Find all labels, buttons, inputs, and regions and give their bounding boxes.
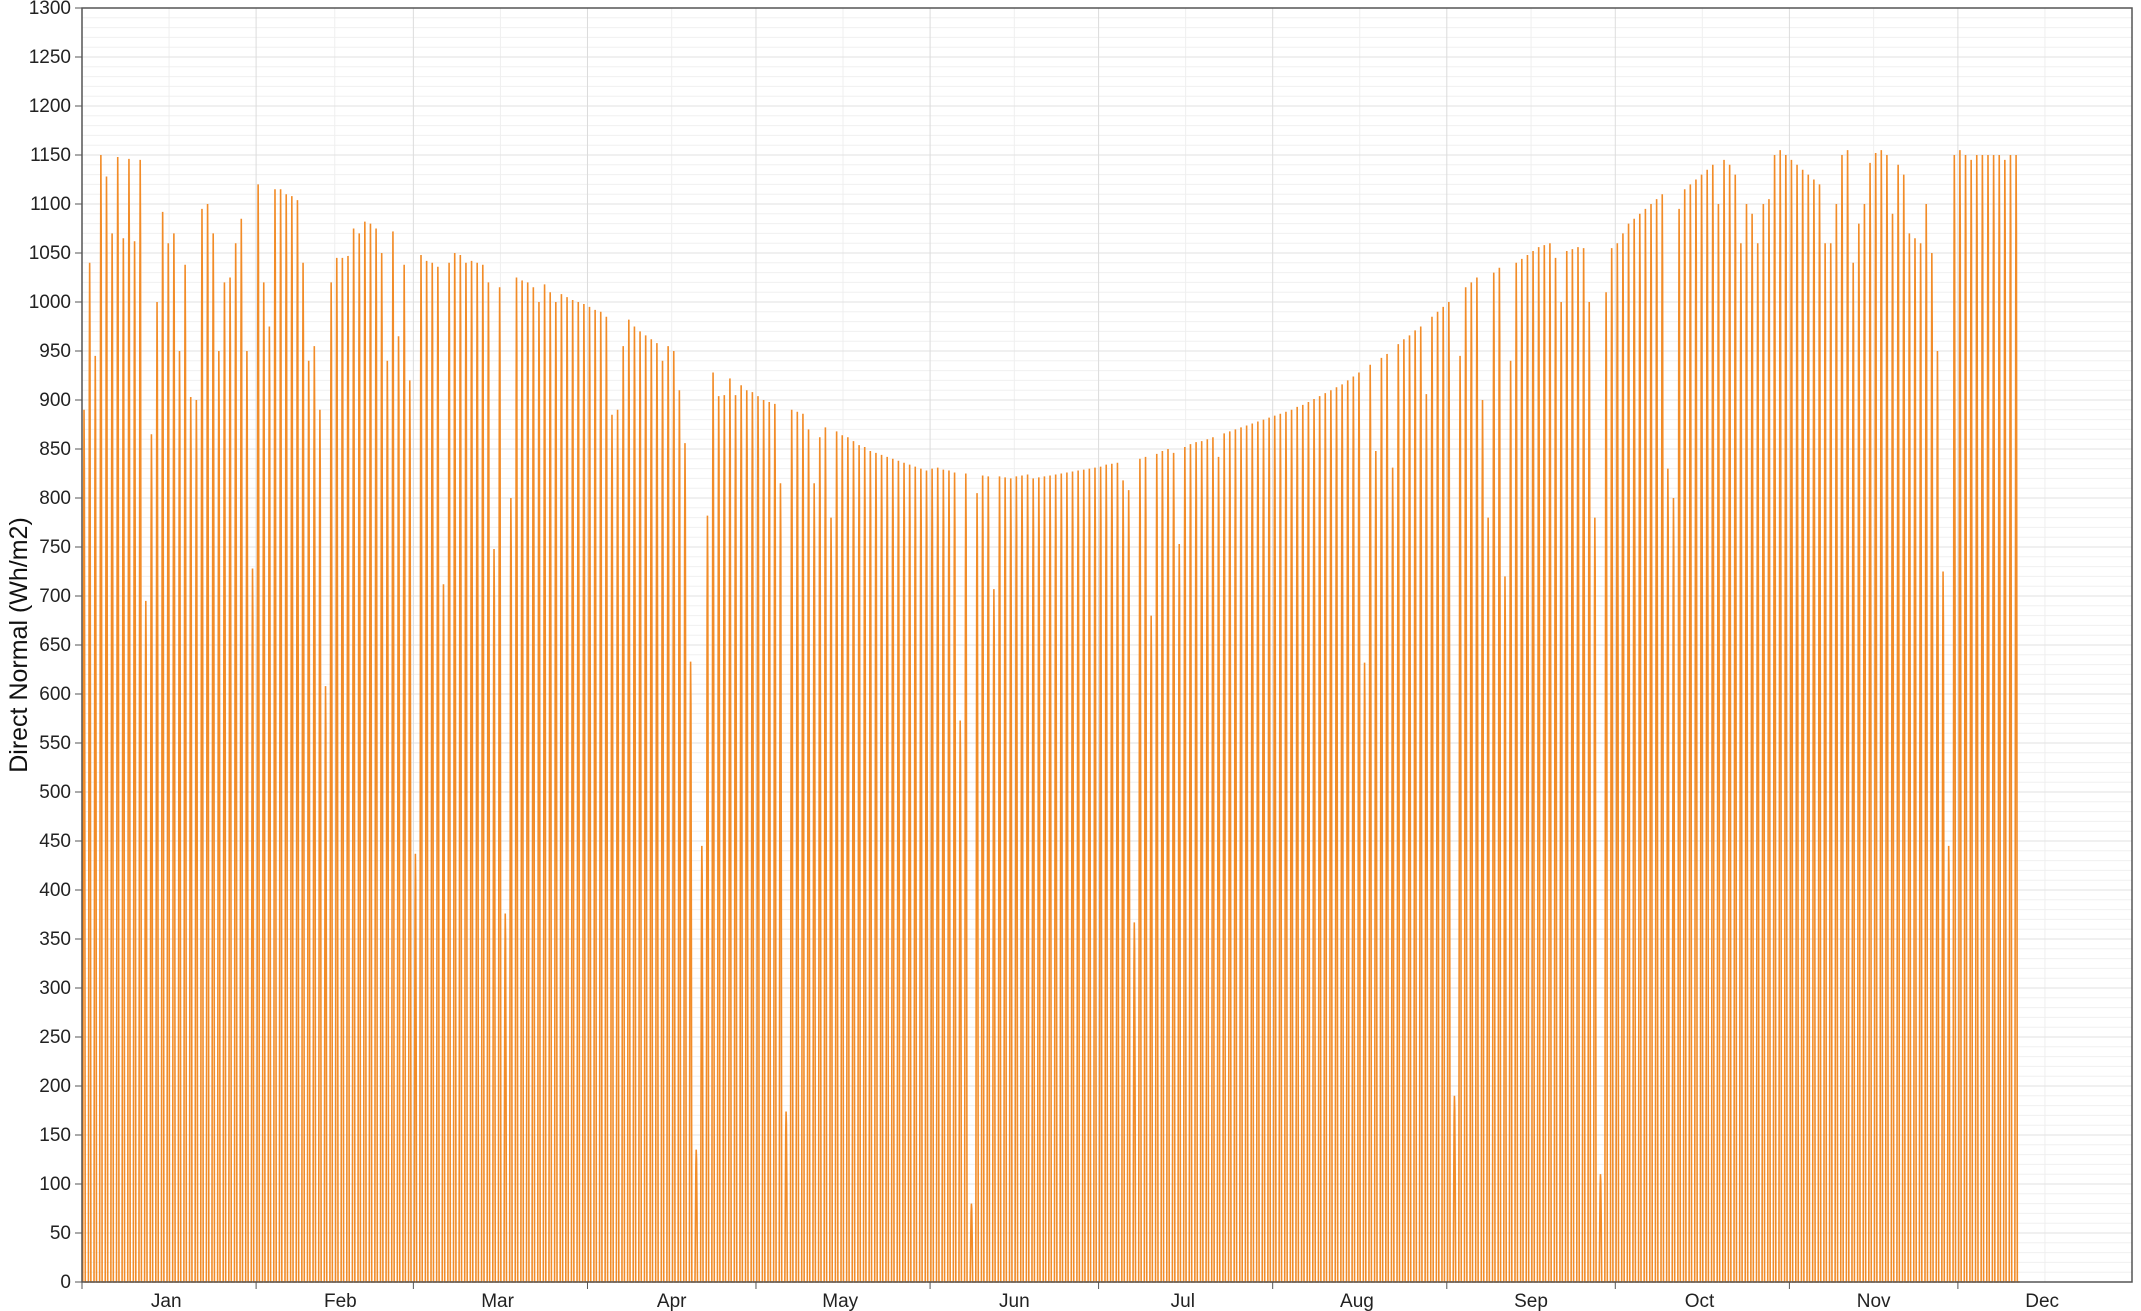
y-tick-label: 550 [39,733,71,754]
y-tick-label: 1000 [29,292,71,313]
x-tick-label: Dec [2025,1291,2059,1311]
y-axis: 0 50 100 150 200 250 300 350 400 450 500 550 600 650 7… [29,0,82,1293]
y-tick-label: 1300 [29,0,71,19]
y-tick-label: 700 [39,586,71,607]
x-tick-label: Aug [1340,1291,1374,1311]
x-tick-label: Apr [657,1291,687,1311]
y-tick-label: 1250 [29,47,71,68]
y-tick-label: 300 [39,978,71,999]
y-tick-label: 650 [39,635,71,656]
x-tick-label: Nov [1857,1291,1891,1311]
y-tick-label: 250 [39,1027,71,1048]
y-tick-label: 50 [50,1223,71,1244]
y-tick-label: 1100 [30,194,71,215]
x-tick-label: Oct [1685,1291,1715,1311]
y-tick-label: 500 [39,782,71,803]
y-tick-label: 600 [39,684,71,705]
y-tick-label: 450 [39,831,71,852]
y-tick-label: 850 [39,439,71,460]
x-tick-label: Jun [999,1291,1030,1311]
x-tick-label: Feb [324,1291,357,1311]
y-tick-label: 750 [39,537,71,558]
y-tick-label: 100 [39,1174,71,1195]
y-tick-label: 950 [39,341,71,362]
y-tick-label: 150 [39,1125,71,1146]
y-tick-label: 1200 [29,96,71,117]
series-line [81,150,2020,1283]
y-tick-label: 1150 [30,145,71,166]
y-axis-title: Direct Normal (Wh/m2) [5,517,33,773]
x-tick-label: Jan [151,1291,182,1311]
x-tick-label: Mar [481,1291,514,1311]
series-layer [81,150,2020,1283]
y-tick-label: 350 [39,929,71,950]
y-tick-label: 800 [39,488,71,509]
x-tick-label: Sep [1514,1291,1548,1311]
x-tick-label: Jul [1171,1291,1195,1311]
x-tick-label: May [822,1291,858,1311]
y-tick-label: 900 [39,390,71,411]
x-axis: Jan Feb Mar Apr May Jun Jul Aug Sep Oct Nov Dec [81,1282,2059,1311]
y-tick-label: 0 [60,1272,71,1293]
y-tick-label: 200 [39,1076,71,1097]
y-tick-label: 1050 [29,243,71,264]
y-tick-label: 400 [39,880,71,901]
